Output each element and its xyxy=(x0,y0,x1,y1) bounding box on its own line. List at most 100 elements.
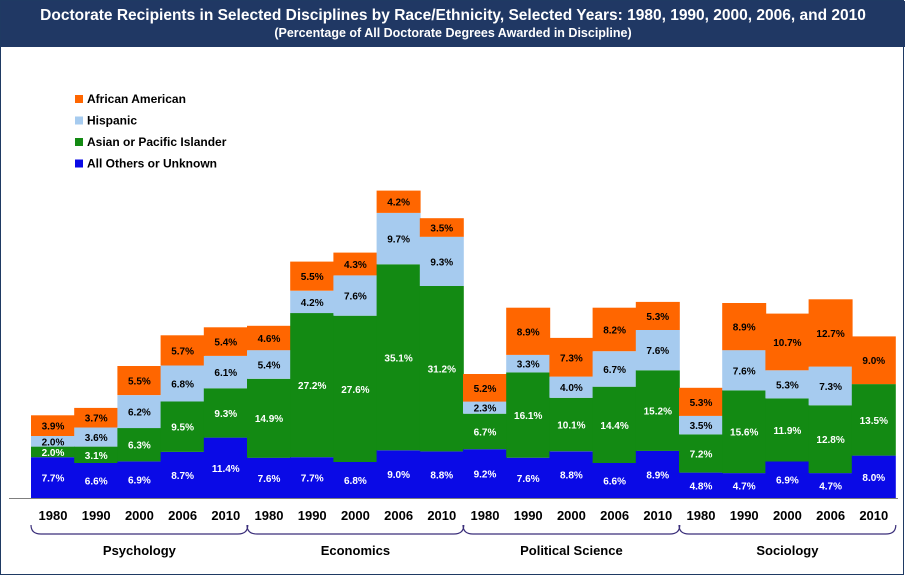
bar-segment xyxy=(549,376,594,398)
data-label: 8.8% xyxy=(560,471,583,482)
group-label: Psychology xyxy=(103,543,177,558)
data-label: 8.2% xyxy=(603,326,626,337)
data-label: 4.8% xyxy=(690,481,713,492)
data-label: 4.6% xyxy=(258,334,281,345)
data-label: 6.9% xyxy=(128,476,151,487)
bar-segment xyxy=(722,390,767,474)
group-label: Sociology xyxy=(756,543,819,558)
data-label: 7.3% xyxy=(819,382,842,393)
bar-segment xyxy=(117,461,162,498)
year-tick-label: 1990 xyxy=(730,508,759,523)
bar-segment xyxy=(31,446,75,458)
year-tick-label: 1990 xyxy=(514,508,543,523)
legend-label: African American xyxy=(87,92,186,106)
data-label: 3.3% xyxy=(517,360,540,371)
bar-segment xyxy=(765,461,810,498)
data-label: 6.3% xyxy=(128,441,151,452)
year-tick-label: 2010 xyxy=(859,508,888,523)
bar-segment xyxy=(851,384,896,456)
bar-segment xyxy=(419,451,464,498)
data-label: 2.0% xyxy=(42,448,65,459)
bar-segment xyxy=(117,428,162,462)
data-label: 35.1% xyxy=(384,353,412,364)
year-tick-label: 1980 xyxy=(39,508,68,523)
data-label: 12.7% xyxy=(816,329,844,340)
bar-segment xyxy=(290,457,335,498)
year-tick-label: 2006 xyxy=(168,508,197,523)
data-label: 2.0% xyxy=(42,437,65,448)
data-label: 3.1% xyxy=(85,451,108,462)
bar-segment xyxy=(74,407,119,428)
bar-segment xyxy=(203,388,248,438)
year-tick-label: 2010 xyxy=(643,508,672,523)
year-tick-label: 2000 xyxy=(125,508,154,523)
year-tick-label: 2010 xyxy=(211,508,240,523)
bar-segment xyxy=(247,378,291,458)
data-label: 11.9% xyxy=(773,426,801,437)
bar-segment xyxy=(333,315,378,462)
data-label: 9.5% xyxy=(171,423,194,434)
bar-segment xyxy=(74,446,119,463)
data-label: 6.2% xyxy=(128,408,151,419)
bar-segment xyxy=(808,405,853,474)
data-label: 6.7% xyxy=(474,428,497,439)
bar-segment xyxy=(549,451,594,498)
bar-segment xyxy=(419,218,464,237)
data-label: 5.4% xyxy=(258,360,281,371)
bar-segment xyxy=(333,275,378,316)
data-label: 7.7% xyxy=(301,474,324,485)
data-label: 3.5% xyxy=(430,223,453,234)
data-label: 5.7% xyxy=(171,346,194,357)
group-bracket xyxy=(462,524,681,535)
data-label: 4.0% xyxy=(560,383,583,394)
bar-segment xyxy=(376,190,421,213)
data-label: 3.6% xyxy=(85,433,108,444)
bar-segment xyxy=(592,463,637,498)
data-label: 5.3% xyxy=(776,380,799,391)
bar-segment xyxy=(247,325,291,351)
bar-segment xyxy=(247,350,291,379)
bar-segment xyxy=(203,437,248,498)
data-label: 15.2% xyxy=(644,407,672,418)
data-label: 31.2% xyxy=(428,365,456,376)
data-label: 7.6% xyxy=(646,346,669,357)
data-label: 27.2% xyxy=(298,381,326,392)
data-label: 6.6% xyxy=(85,477,108,488)
data-label: 5.4% xyxy=(214,338,237,349)
data-label: 8.7% xyxy=(171,471,194,482)
bar-segment xyxy=(592,351,637,387)
data-label: 5.3% xyxy=(646,312,669,323)
bar-segment xyxy=(722,350,767,391)
bar-segment xyxy=(463,449,507,498)
data-label: 9.3% xyxy=(214,409,237,420)
data-label: 12.8% xyxy=(816,435,844,446)
year-tick-label: 1990 xyxy=(82,508,111,523)
bar-segment xyxy=(31,436,75,447)
bar-segment xyxy=(592,307,637,352)
bar-segment xyxy=(419,286,464,452)
data-label: 3.7% xyxy=(85,414,108,425)
bar-segment xyxy=(679,472,723,498)
bar-segment xyxy=(765,370,810,399)
bar-segment xyxy=(635,370,680,451)
bar-segment xyxy=(117,366,162,396)
data-label: 8.9% xyxy=(517,327,540,338)
legend-swatch xyxy=(75,138,83,146)
year-tick-label: 1980 xyxy=(255,508,284,523)
bar-segment xyxy=(808,299,853,367)
bar-segment xyxy=(290,290,335,314)
data-label: 27.6% xyxy=(341,385,369,396)
data-label: 10.7% xyxy=(773,338,801,349)
bar-segment xyxy=(722,303,767,351)
bar-segment xyxy=(506,457,551,498)
data-label: 8.9% xyxy=(646,470,669,481)
bar-segment xyxy=(851,336,896,385)
bar-segment xyxy=(31,457,75,498)
year-tick-label: 2000 xyxy=(773,508,802,523)
data-label: 7.3% xyxy=(560,353,583,364)
data-label: 6.7% xyxy=(603,365,626,376)
bar-segment xyxy=(506,354,551,373)
bar-segment xyxy=(160,401,205,452)
bar-segment xyxy=(376,212,421,265)
bar-segment xyxy=(635,330,680,371)
